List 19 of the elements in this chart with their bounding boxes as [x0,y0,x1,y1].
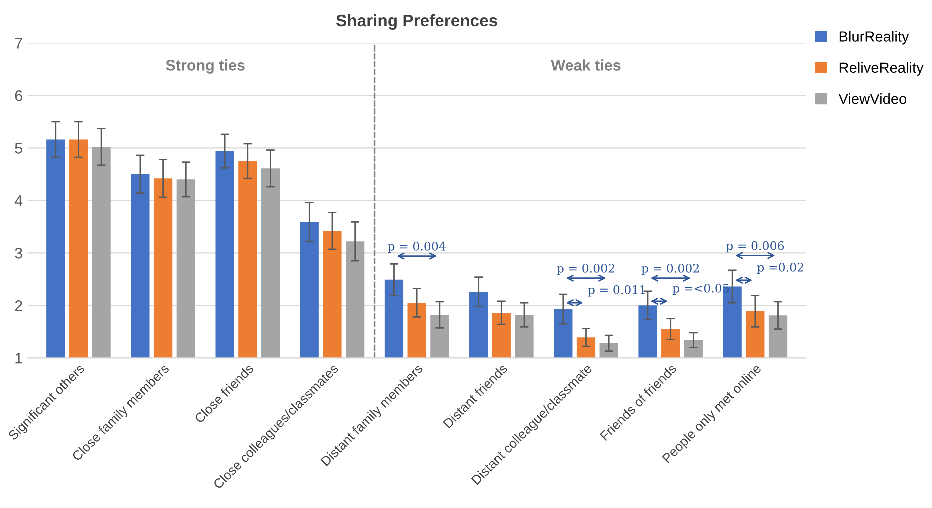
y-tick-label: 1 [16,353,22,364]
annotation: p =0.02 [757,262,804,274]
chart-title: Sharing Preferences [336,14,498,30]
annotation: p = 0.011 [588,286,646,297]
legend-label: ViewVideo [838,94,907,104]
y-tick-label: 5 [15,143,22,154]
annotation: p = 0.006 [726,241,784,253]
annotation: p = 0.002 [642,264,700,276]
annotation: p = 0.002 [557,264,614,276]
y-tick-label: 6 [15,90,22,102]
legend-label: BlurReality [840,31,910,45]
y-tick-label: 3 [15,248,22,259]
y-tick-label: 2 [15,300,22,312]
annotation: Strong ties [166,60,245,74]
y-tick-label: 4 [14,196,23,206]
annotation: p = 0.004 [388,242,446,254]
annotation: Weak ties [551,60,621,71]
y-tick-label: 7 [15,38,22,49]
legend-label: ReliveReality [840,62,924,76]
